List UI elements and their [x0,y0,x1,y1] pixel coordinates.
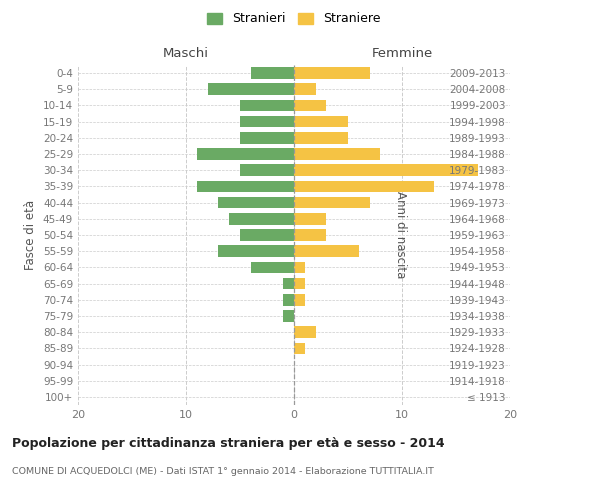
Bar [294,148,380,160]
Bar [218,197,294,208]
Bar [294,326,316,338]
Y-axis label: Anni di nascita: Anni di nascita [394,192,407,278]
Bar [240,116,294,128]
Bar [240,164,294,176]
Bar [283,310,294,322]
Bar [294,164,478,176]
Bar [240,132,294,143]
Bar [294,246,359,257]
Bar [240,229,294,241]
Bar [251,262,294,273]
Bar [208,84,294,95]
Bar [294,278,305,289]
Bar [197,180,294,192]
Bar [294,180,434,192]
Bar [283,294,294,306]
Bar [294,68,370,79]
Bar [294,213,326,224]
Bar [240,100,294,112]
Bar [294,229,326,241]
Text: Femmine: Femmine [371,47,433,60]
Bar [229,213,294,224]
Bar [294,100,326,112]
Bar [283,278,294,289]
Bar [218,246,294,257]
Bar [197,148,294,160]
Bar [294,342,305,354]
Text: Maschi: Maschi [163,47,209,60]
Bar [294,262,305,273]
Y-axis label: Fasce di età: Fasce di età [25,200,37,270]
Bar [294,116,348,128]
Text: COMUNE DI ACQUEDOLCI (ME) - Dati ISTAT 1° gennaio 2014 - Elaborazione TUTTITALIA: COMUNE DI ACQUEDOLCI (ME) - Dati ISTAT 1… [12,468,434,476]
Bar [294,197,370,208]
Bar [294,132,348,143]
Bar [294,84,316,95]
Bar [251,68,294,79]
Text: Popolazione per cittadinanza straniera per età e sesso - 2014: Popolazione per cittadinanza straniera p… [12,438,445,450]
Bar [294,294,305,306]
Legend: Stranieri, Straniere: Stranieri, Straniere [203,8,385,29]
